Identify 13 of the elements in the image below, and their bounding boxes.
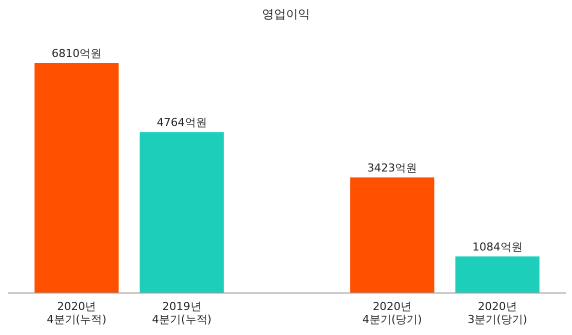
x-tick-label: 2020년 4분기(누적)	[46, 300, 106, 326]
bar	[455, 256, 540, 293]
data-label: 3423억원	[367, 161, 418, 174]
chart-title: 영업이익	[262, 7, 310, 21]
bar	[350, 177, 434, 293]
x-tick-label: 2020년 3분기(당기)	[468, 300, 528, 326]
data-label: 6810억원	[52, 47, 102, 60]
x-tick-label: 2019년 4분기(누적)	[152, 300, 212, 326]
data-label: 1084억원	[472, 240, 522, 254]
data-label: 4764억원	[156, 116, 207, 130]
x-tick-label: 2020년 4분기(당기)	[362, 300, 422, 326]
bar	[140, 132, 224, 293]
bar	[34, 63, 119, 293]
